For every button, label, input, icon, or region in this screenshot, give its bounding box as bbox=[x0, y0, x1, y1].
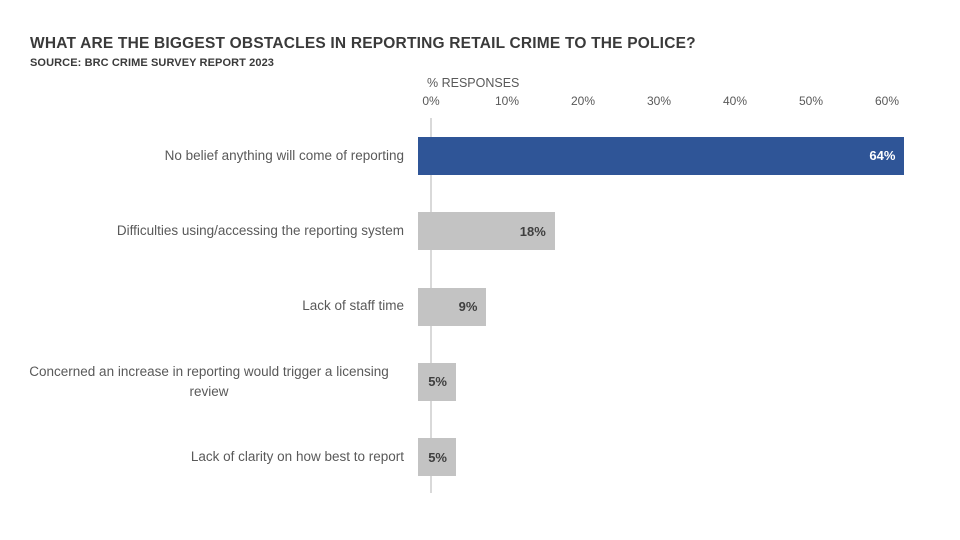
value-label: 18% bbox=[519, 223, 546, 239]
bar: 18% bbox=[418, 212, 555, 251]
bar: 5% bbox=[418, 438, 456, 477]
plot-area: No belief anything will come of reportin… bbox=[0, 118, 960, 495]
axis-tick: 0% bbox=[422, 94, 440, 108]
category-label: Concerned an increase in reporting would… bbox=[29, 363, 389, 399]
bar-row: Lack of clarity on how best to report 5% bbox=[0, 420, 960, 495]
value-label: 64% bbox=[869, 148, 896, 164]
axis-tick: 30% bbox=[646, 94, 672, 108]
value-label: 9% bbox=[458, 299, 478, 315]
axis-tick: 60% bbox=[874, 94, 900, 108]
value-label: 5% bbox=[428, 449, 447, 465]
bar-row: Concerned an increase in reporting would… bbox=[0, 344, 960, 419]
category-label-cell: Lack of staff time bbox=[0, 296, 418, 316]
category-label-cell: Lack of clarity on how best to report bbox=[0, 447, 418, 467]
bar: 9% bbox=[418, 287, 487, 326]
category-label: Lack of staff time bbox=[302, 298, 404, 314]
value-label: 5% bbox=[428, 374, 447, 390]
axis-tick: 50% bbox=[798, 94, 824, 108]
axis-tick: 10% bbox=[494, 94, 520, 108]
bar-row: Difficulties using/accessing the reporti… bbox=[0, 193, 960, 268]
x-axis-title: % RESPONSES bbox=[427, 76, 520, 90]
category-label: Lack of clarity on how best to report bbox=[190, 449, 404, 465]
axis-tick: 20% bbox=[570, 94, 596, 108]
category-label-cell: Difficulties using/accessing the reporti… bbox=[0, 221, 418, 241]
bar-cell: 18% bbox=[418, 212, 960, 251]
bar: 5% bbox=[418, 362, 456, 401]
category-label-cell: Concerned an increase in reporting would… bbox=[0, 362, 418, 403]
bar-row: No belief anything will come of reportin… bbox=[0, 118, 960, 193]
chart-title: WHAT ARE THE BIGGEST OBSTACLES IN REPORT… bbox=[30, 35, 696, 52]
bar-cell: 9% bbox=[418, 287, 960, 326]
bar-cell: 5% bbox=[418, 438, 960, 477]
bar-row: Lack of staff time 9% bbox=[0, 269, 960, 344]
bar: 64% bbox=[418, 136, 905, 175]
bar-cell: 5% bbox=[418, 362, 960, 401]
chart-source: SOURCE: BRC CRIME SURVEY REPORT 2023 bbox=[30, 57, 275, 69]
bar-cell: 64% bbox=[418, 136, 960, 175]
category-label-cell: No belief anything will come of reportin… bbox=[0, 146, 418, 166]
category-label: Difficulties using/accessing the reporti… bbox=[116, 222, 404, 238]
axis-tick: 40% bbox=[722, 94, 748, 108]
category-label: No belief anything will come of reportin… bbox=[164, 147, 404, 163]
x-axis-ticks: 0% 10% 20% 30% 40% 50% 60% bbox=[422, 94, 899, 108]
